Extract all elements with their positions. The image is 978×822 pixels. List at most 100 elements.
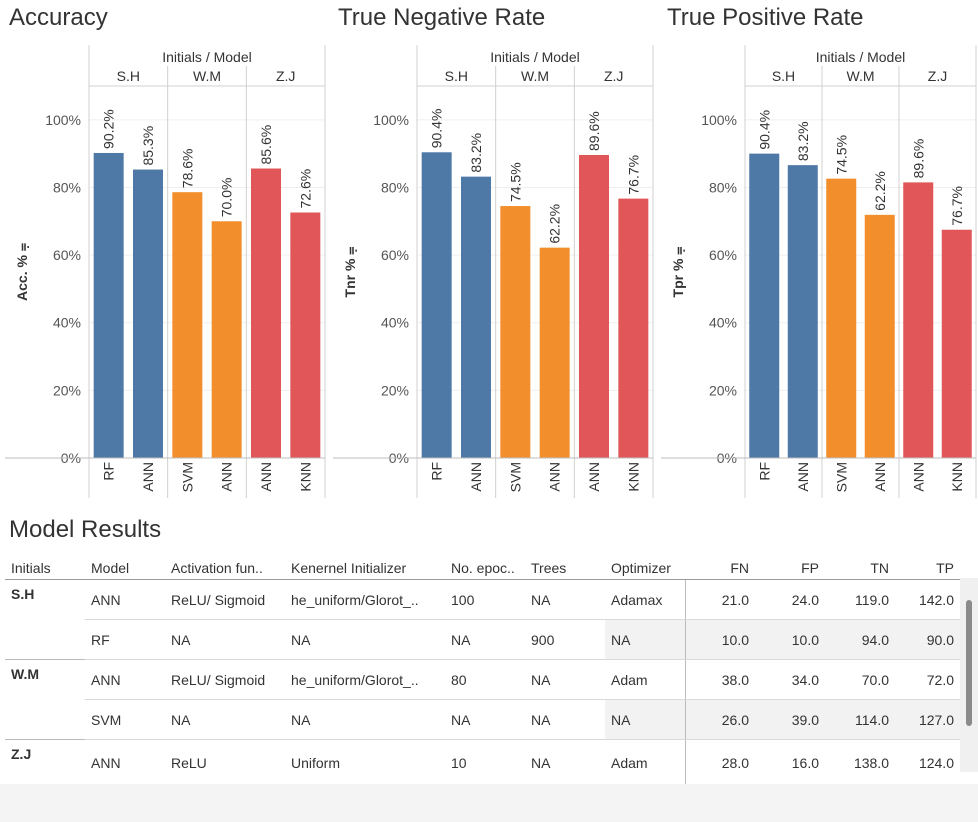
scrollbar-thumb[interactable] bbox=[966, 600, 972, 726]
group-label: Z.J bbox=[276, 68, 295, 84]
results-title: Model Results bbox=[9, 516, 162, 543]
cell-activation: NA bbox=[165, 699, 285, 740]
group-label: W.M bbox=[847, 68, 875, 84]
y-tick-label: 20% bbox=[381, 382, 409, 398]
bar-value-label: 83.2% bbox=[468, 133, 484, 173]
col-header-trees[interactable]: Trees bbox=[525, 557, 605, 580]
category-label: RF bbox=[429, 462, 445, 481]
bar-value-label: 78.6% bbox=[179, 148, 195, 188]
results-table: Initials Model Activation fun.. Kenernel… bbox=[5, 557, 960, 786]
col-header-tp[interactable]: TP bbox=[895, 557, 960, 580]
bar bbox=[133, 169, 163, 458]
col-header-optimizer[interactable]: Optimizer bbox=[605, 557, 685, 580]
bar-value-label: 90.4% bbox=[756, 110, 772, 150]
table-scrollbar[interactable] bbox=[960, 578, 978, 772]
bar bbox=[864, 214, 895, 458]
bar bbox=[461, 176, 491, 458]
y-tick-label: 100% bbox=[45, 112, 81, 128]
y-axis-label: Acc. % ⩦ bbox=[14, 243, 30, 301]
bar bbox=[749, 153, 780, 458]
cell-fp: 24.0 bbox=[755, 579, 825, 620]
y-tick-label: 40% bbox=[53, 315, 81, 331]
col-header-epochs[interactable]: No. epoc.. bbox=[445, 557, 525, 580]
cell-epochs: 100 bbox=[445, 579, 525, 620]
table-row: RF NA NA NA 900 NA 10.0 10.0 94.0 90.0 bbox=[5, 619, 960, 660]
cell-optimizer: Adamax bbox=[605, 579, 685, 620]
header-label: Initials / Model bbox=[162, 49, 251, 65]
cell-trees: NA bbox=[525, 579, 605, 620]
cell-initials: W.M bbox=[5, 659, 85, 740]
bar bbox=[500, 206, 531, 458]
category-label: ANN bbox=[140, 462, 156, 492]
header-label: Initials / Model bbox=[490, 49, 579, 65]
cell-model: ANN bbox=[85, 659, 165, 700]
col-header-activation[interactable]: Activation fun.. bbox=[165, 557, 285, 580]
group-label: S.H bbox=[117, 68, 140, 84]
cell-trees: 900 bbox=[525, 619, 605, 660]
cell-trees: NA bbox=[525, 659, 605, 700]
bar bbox=[421, 152, 452, 458]
cell-kernel: NA bbox=[285, 619, 445, 660]
cell-fn: 10.0 bbox=[684, 619, 755, 660]
chart-title-tpr: True Positive Rate bbox=[667, 4, 864, 31]
y-tick-label: 40% bbox=[381, 315, 409, 331]
col-header-tn[interactable]: TN bbox=[825, 557, 895, 580]
y-tick-label: 60% bbox=[381, 247, 409, 263]
col-header-kernel[interactable]: Kenernel Initializer bbox=[285, 557, 445, 580]
cell-tn: 70.0 bbox=[825, 659, 895, 700]
col-header-initials[interactable]: Initials bbox=[5, 557, 85, 580]
category-label: SVM bbox=[179, 462, 195, 492]
category-label: ANN bbox=[795, 462, 811, 492]
y-tick-label: 100% bbox=[701, 112, 737, 128]
cell-model: RF bbox=[85, 619, 165, 660]
y-tick-label: 60% bbox=[53, 247, 81, 263]
category-label: ANN bbox=[258, 462, 274, 492]
cell-model: ANN bbox=[85, 579, 165, 620]
col-header-fp[interactable]: FP bbox=[755, 557, 825, 580]
cell-initials: S.H bbox=[5, 579, 85, 660]
cell-model: ANN bbox=[85, 739, 165, 786]
cell-activation: ReLU/ Sigmoid bbox=[165, 579, 285, 620]
cell-kernel: Uniform bbox=[285, 739, 445, 786]
table-row: W.M ANN ReLU/ Sigmoid he_uniform/Glorot_… bbox=[5, 659, 960, 740]
bar-value-label: 90.2% bbox=[101, 109, 117, 149]
cell-activation: NA bbox=[165, 619, 285, 660]
bar-value-label: 74.5% bbox=[507, 162, 523, 202]
cell-tp: 142.0 bbox=[895, 579, 960, 620]
cell-tn: 119.0 bbox=[825, 579, 895, 620]
bar-value-label: 85.6% bbox=[258, 125, 274, 165]
bar-value-label: 62.2% bbox=[547, 204, 563, 244]
cell-fn: 21.0 bbox=[684, 579, 755, 620]
cell-tp: 72.0 bbox=[895, 659, 960, 700]
category-label: ANN bbox=[586, 462, 602, 492]
bar bbox=[251, 168, 281, 458]
y-tick-label: 60% bbox=[709, 247, 737, 263]
y-tick-label: 80% bbox=[53, 179, 81, 195]
bar-value-label: 89.6% bbox=[910, 139, 926, 179]
cell-trees: NA bbox=[525, 739, 605, 786]
chart-title-tnr: True Negative Rate bbox=[338, 4, 546, 31]
cell-fn: 26.0 bbox=[684, 699, 755, 740]
col-header-fn[interactable]: FN bbox=[685, 557, 755, 580]
cell-tn: 94.0 bbox=[825, 619, 895, 660]
cell-kernel: NA bbox=[285, 699, 445, 740]
chart-title-accuracy: Accuracy bbox=[9, 4, 108, 31]
y-tick-label: 40% bbox=[709, 315, 737, 331]
table-row: SVM NA NA NA NA NA 26.0 39.0 114.0 127.0 bbox=[5, 699, 960, 740]
category-label: RF bbox=[756, 462, 772, 481]
bar bbox=[290, 212, 321, 458]
cell-fn: 38.0 bbox=[684, 659, 755, 700]
bar bbox=[539, 247, 570, 458]
y-tick-label: 80% bbox=[709, 179, 737, 195]
bar-value-label: 70.0% bbox=[219, 178, 235, 218]
col-header-model[interactable]: Model bbox=[85, 557, 165, 580]
bar bbox=[903, 182, 934, 458]
bar-value-label: 85.3% bbox=[140, 126, 156, 166]
cell-fp: 10.0 bbox=[755, 619, 825, 660]
group-label: Z.J bbox=[928, 68, 947, 84]
category-label: ANN bbox=[219, 462, 235, 492]
group-label: S.H bbox=[772, 68, 795, 84]
